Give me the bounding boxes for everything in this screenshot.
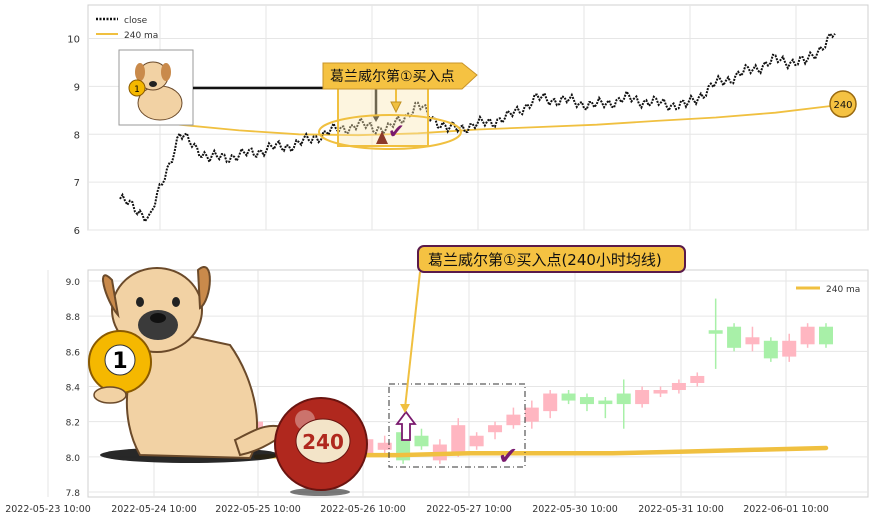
bottom-buy-label-text: 葛兰威尔第①买入点(240小时均线) — [428, 251, 662, 269]
bottom-y-tick-2: 8.2 — [66, 419, 80, 429]
top-y-tick-1: 7 — [74, 178, 80, 189]
top-check-mark: ✔ — [388, 119, 405, 143]
bottom-y-tick-0: 7.8 — [66, 489, 81, 499]
candle-body-24 — [690, 375, 705, 383]
top-panel: 6 7 8 9 10 close 240 ma 1 — [67, 4, 869, 237]
dog-illustration: 1 — [88, 266, 292, 463]
top-grid — [88, 5, 868, 231]
candle-body-22 — [653, 390, 668, 394]
top-ma-240-line — [119, 104, 836, 137]
bottom-x-tick-3: 2022-05-26 10:00 — [320, 504, 406, 515]
bottom-x-tick-0: 2022-05-23 10:00 — [5, 504, 91, 515]
candle-body-20 — [616, 393, 631, 405]
legend-ma-label: 240 ma — [124, 31, 158, 41]
bottom-pointer-line — [404, 271, 421, 409]
bottom-legend: 240 ma — [796, 285, 860, 295]
candle-body-7 — [377, 442, 392, 450]
top-y-tick-4: 10 — [67, 35, 80, 46]
bottom-x-tick-5: 2022-05-30 10:00 — [532, 504, 618, 515]
candle-body-21 — [635, 390, 650, 405]
bottom-x-tick-2: 2022-05-25 10:00 — [215, 504, 301, 515]
candle-body-15 — [524, 407, 539, 422]
thumb-ball-number: 1 — [134, 85, 140, 95]
ball-one-number: 1 — [112, 349, 127, 374]
bottom-x-tick-1: 2022-05-24 10:00 — [111, 504, 197, 515]
bottom-buy-box — [388, 383, 526, 468]
bottom-panel: 7.88.08.28.48.68.89.0 2022-05-23 10:00 20… — [5, 245, 869, 515]
bottom-legend-ma-label: 240 ma — [826, 285, 860, 295]
top-legend: close 240 ma — [96, 16, 158, 41]
candle-body-16 — [543, 393, 558, 412]
candle-body-25 — [708, 330, 723, 334]
top-ma-badge: 240 — [829, 90, 857, 118]
candle-body-29 — [782, 340, 797, 357]
top-buy-highlight: ✔ — [318, 86, 462, 150]
candle-body-28 — [763, 340, 778, 359]
ball-240-icon: 240 — [274, 397, 368, 496]
candle-body-11 — [451, 425, 466, 454]
candle-body-30 — [800, 326, 815, 345]
candle-body-13 — [488, 425, 503, 433]
bottom-x-ticks: 2022-05-23 10:00 2022-05-24 10:00 2022-05-… — [5, 504, 829, 515]
top-ma-badge-text: 240 — [833, 100, 852, 111]
bottom-check-mark: ✔ — [498, 442, 518, 470]
candle-body-27 — [745, 337, 760, 345]
candle-body-17 — [561, 393, 576, 401]
bottom-x-tick-6: 2022-05-31 10:00 — [638, 504, 724, 515]
bottom-hollow-arrow — [395, 410, 417, 441]
bottom-y-tick-3: 8.4 — [66, 384, 81, 394]
top-close-line — [119, 31, 836, 224]
ball-240-number: 240 — [302, 430, 344, 454]
top-buy-label: 葛兰威尔第①买入点 — [322, 62, 478, 90]
bottom-y-ticks: 7.8 8.0 8.2 8.4 8.6 8.8 9.0 — [66, 278, 81, 499]
bottom-x-tick-4: 2022-05-27 10:00 — [426, 504, 512, 515]
candle-body-12 — [469, 435, 484, 447]
candle-body-19 — [598, 400, 613, 405]
candle-body-31 — [819, 326, 833, 345]
legend-close-label: close — [124, 16, 148, 26]
top-y-tick-3: 9 — [74, 82, 80, 93]
top-y-tick-0: 6 — [74, 226, 80, 237]
bottom-y-tick-6: 9.0 — [66, 278, 81, 288]
candle-body-14 — [506, 414, 521, 426]
bottom-y-tick-5: 8.8 — [66, 313, 81, 323]
candle-body-23 — [671, 382, 686, 391]
top-buy-label-text: 葛兰威尔第①买入点 — [330, 68, 455, 85]
bottom-y-tick-1: 8.0 — [66, 454, 81, 464]
candle-body-9 — [414, 435, 429, 447]
bottom-buy-label: 葛兰威尔第①买入点(240小时均线) — [417, 245, 686, 273]
bottom-x-tick-7: 2022-06-01 10:00 — [743, 504, 829, 515]
dog-thumbnail: 1 — [118, 49, 194, 126]
bottom-y-tick-4: 8.6 — [66, 348, 81, 358]
top-y-ticks: 6 7 8 9 10 — [67, 35, 80, 237]
top-y-tick-2: 8 — [74, 130, 80, 141]
candle-body-26 — [727, 326, 742, 348]
candle-body-18 — [579, 397, 594, 405]
